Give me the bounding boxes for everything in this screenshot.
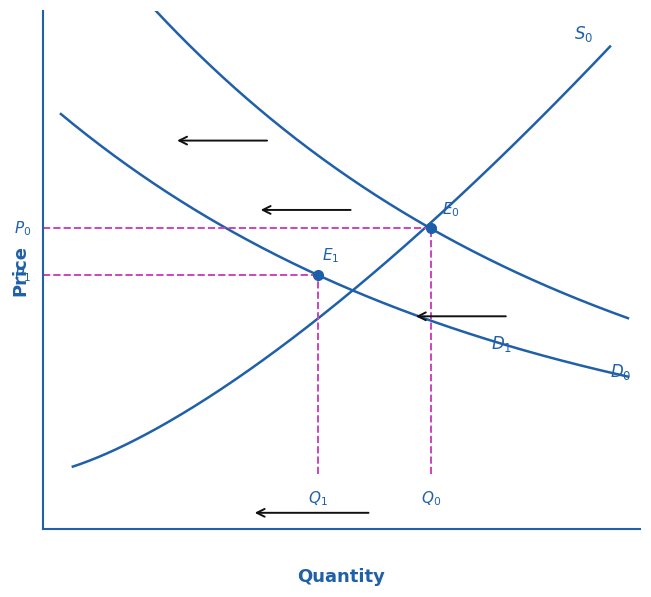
Text: $S_0$: $S_0$ (574, 24, 594, 44)
Text: $P_1$: $P_1$ (14, 265, 31, 284)
Text: $D_0$: $D_0$ (610, 362, 631, 382)
Text: $Q_0$: $Q_0$ (421, 490, 441, 509)
Text: $E_0$: $E_0$ (442, 201, 460, 219)
Text: $P_0$: $P_0$ (14, 219, 31, 238)
Text: $Q_1$: $Q_1$ (308, 490, 327, 509)
Y-axis label: Price: Price (11, 245, 29, 296)
X-axis label: Quantity: Quantity (298, 568, 385, 586)
Text: $E_1$: $E_1$ (322, 247, 340, 266)
Text: $D_1$: $D_1$ (491, 334, 512, 354)
